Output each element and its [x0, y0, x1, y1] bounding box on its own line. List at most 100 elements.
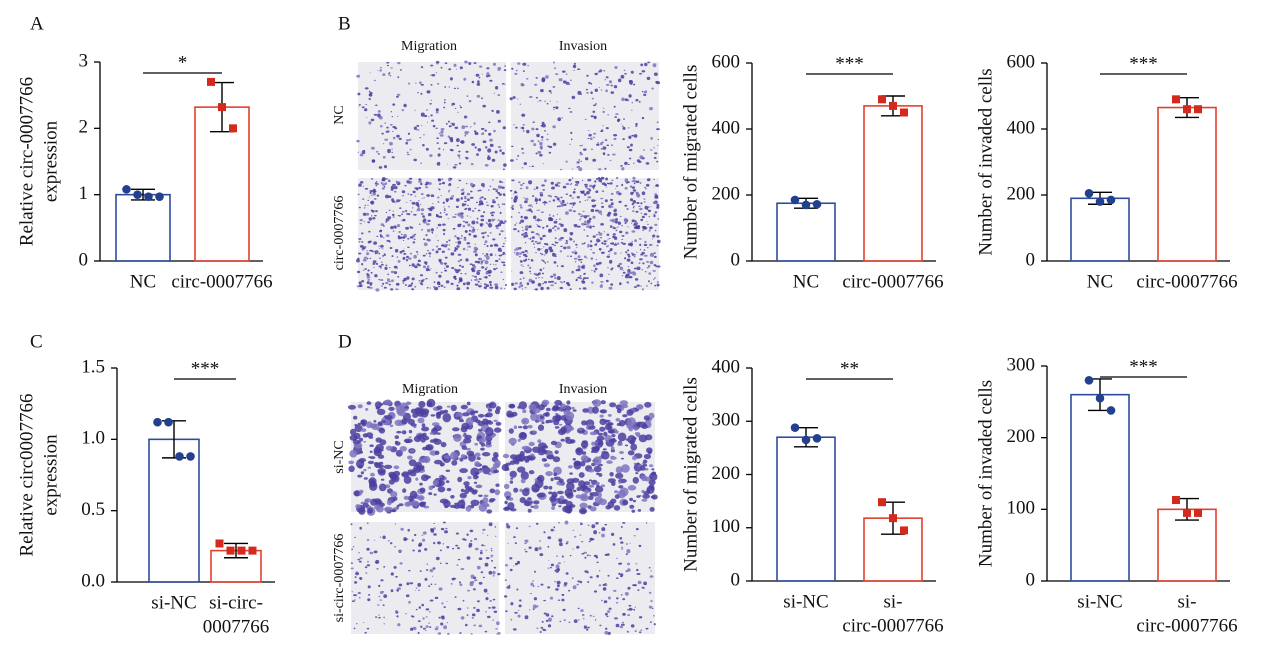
cell [582, 287, 587, 290]
cell [459, 457, 464, 462]
cell [354, 581, 358, 584]
cell [440, 262, 444, 265]
cell [536, 209, 539, 211]
cell [433, 527, 436, 530]
cell [426, 569, 429, 571]
cell [488, 121, 491, 124]
cell [592, 110, 596, 114]
cell [587, 581, 590, 583]
cell [547, 586, 551, 589]
cell [528, 96, 533, 98]
cell [457, 111, 459, 113]
cell [417, 631, 420, 635]
cell [417, 582, 422, 587]
cell [584, 456, 589, 460]
cell [626, 630, 629, 633]
cell [586, 555, 589, 557]
cell [491, 179, 494, 181]
cell [494, 285, 499, 290]
cell [380, 223, 384, 227]
cell [478, 557, 483, 560]
cell [499, 220, 504, 225]
cell [497, 223, 502, 227]
cell [608, 80, 613, 84]
cell [623, 118, 625, 120]
cell [599, 284, 603, 288]
cell [446, 405, 451, 408]
cell [522, 409, 527, 414]
cell [473, 250, 477, 253]
y-tick-label: 600 [712, 51, 741, 72]
cell [546, 102, 549, 105]
cell [383, 566, 386, 568]
cell [543, 612, 547, 615]
cell [513, 425, 518, 430]
cell [554, 426, 560, 429]
cell [565, 542, 568, 545]
cell [418, 458, 426, 463]
cell [643, 415, 651, 421]
cell [571, 271, 575, 274]
cell [476, 217, 479, 220]
cell [626, 253, 630, 256]
cell [408, 284, 413, 287]
cell [366, 401, 372, 405]
cell [615, 466, 623, 474]
cell [550, 275, 554, 278]
cell [614, 617, 618, 620]
cell [392, 230, 395, 233]
cell [402, 236, 406, 239]
cell [510, 602, 514, 606]
cell [560, 203, 564, 207]
cell [462, 225, 466, 228]
cell [440, 622, 444, 626]
cell [612, 233, 616, 236]
cell [596, 177, 598, 181]
cell [392, 213, 395, 217]
cell [642, 493, 650, 499]
cell [470, 182, 474, 187]
cell [578, 427, 583, 432]
cell [468, 542, 473, 547]
cell [620, 457, 625, 460]
cell [443, 211, 446, 213]
cell [584, 183, 588, 186]
cell [457, 260, 461, 263]
cell [535, 522, 539, 525]
cell [392, 130, 394, 132]
cell [646, 285, 648, 287]
cell [580, 522, 582, 523]
cell [562, 80, 567, 84]
cell [642, 229, 645, 232]
cell [418, 178, 422, 181]
cell [524, 539, 529, 543]
cell [454, 107, 457, 109]
cell [408, 429, 413, 434]
cell [587, 243, 590, 246]
cell [634, 239, 637, 243]
cell [403, 252, 407, 255]
cell [419, 137, 422, 139]
cell [373, 79, 376, 82]
cell [569, 232, 574, 235]
cell [394, 266, 397, 269]
cell [586, 257, 588, 259]
cell [381, 187, 385, 190]
cell [426, 563, 429, 565]
cell [504, 506, 510, 510]
cell [644, 205, 649, 210]
cell [581, 242, 585, 245]
cell [511, 270, 513, 272]
cell [460, 189, 464, 192]
cell [368, 594, 371, 596]
cell [459, 105, 461, 107]
cell [601, 599, 603, 602]
y-tick-label: 200 [1007, 183, 1036, 204]
cell [586, 74, 589, 77]
cell [358, 552, 360, 554]
cell [586, 191, 590, 195]
cell [447, 218, 450, 220]
cell [430, 268, 432, 270]
y-tick-label: 0.0 [81, 570, 105, 591]
cell [426, 398, 436, 408]
